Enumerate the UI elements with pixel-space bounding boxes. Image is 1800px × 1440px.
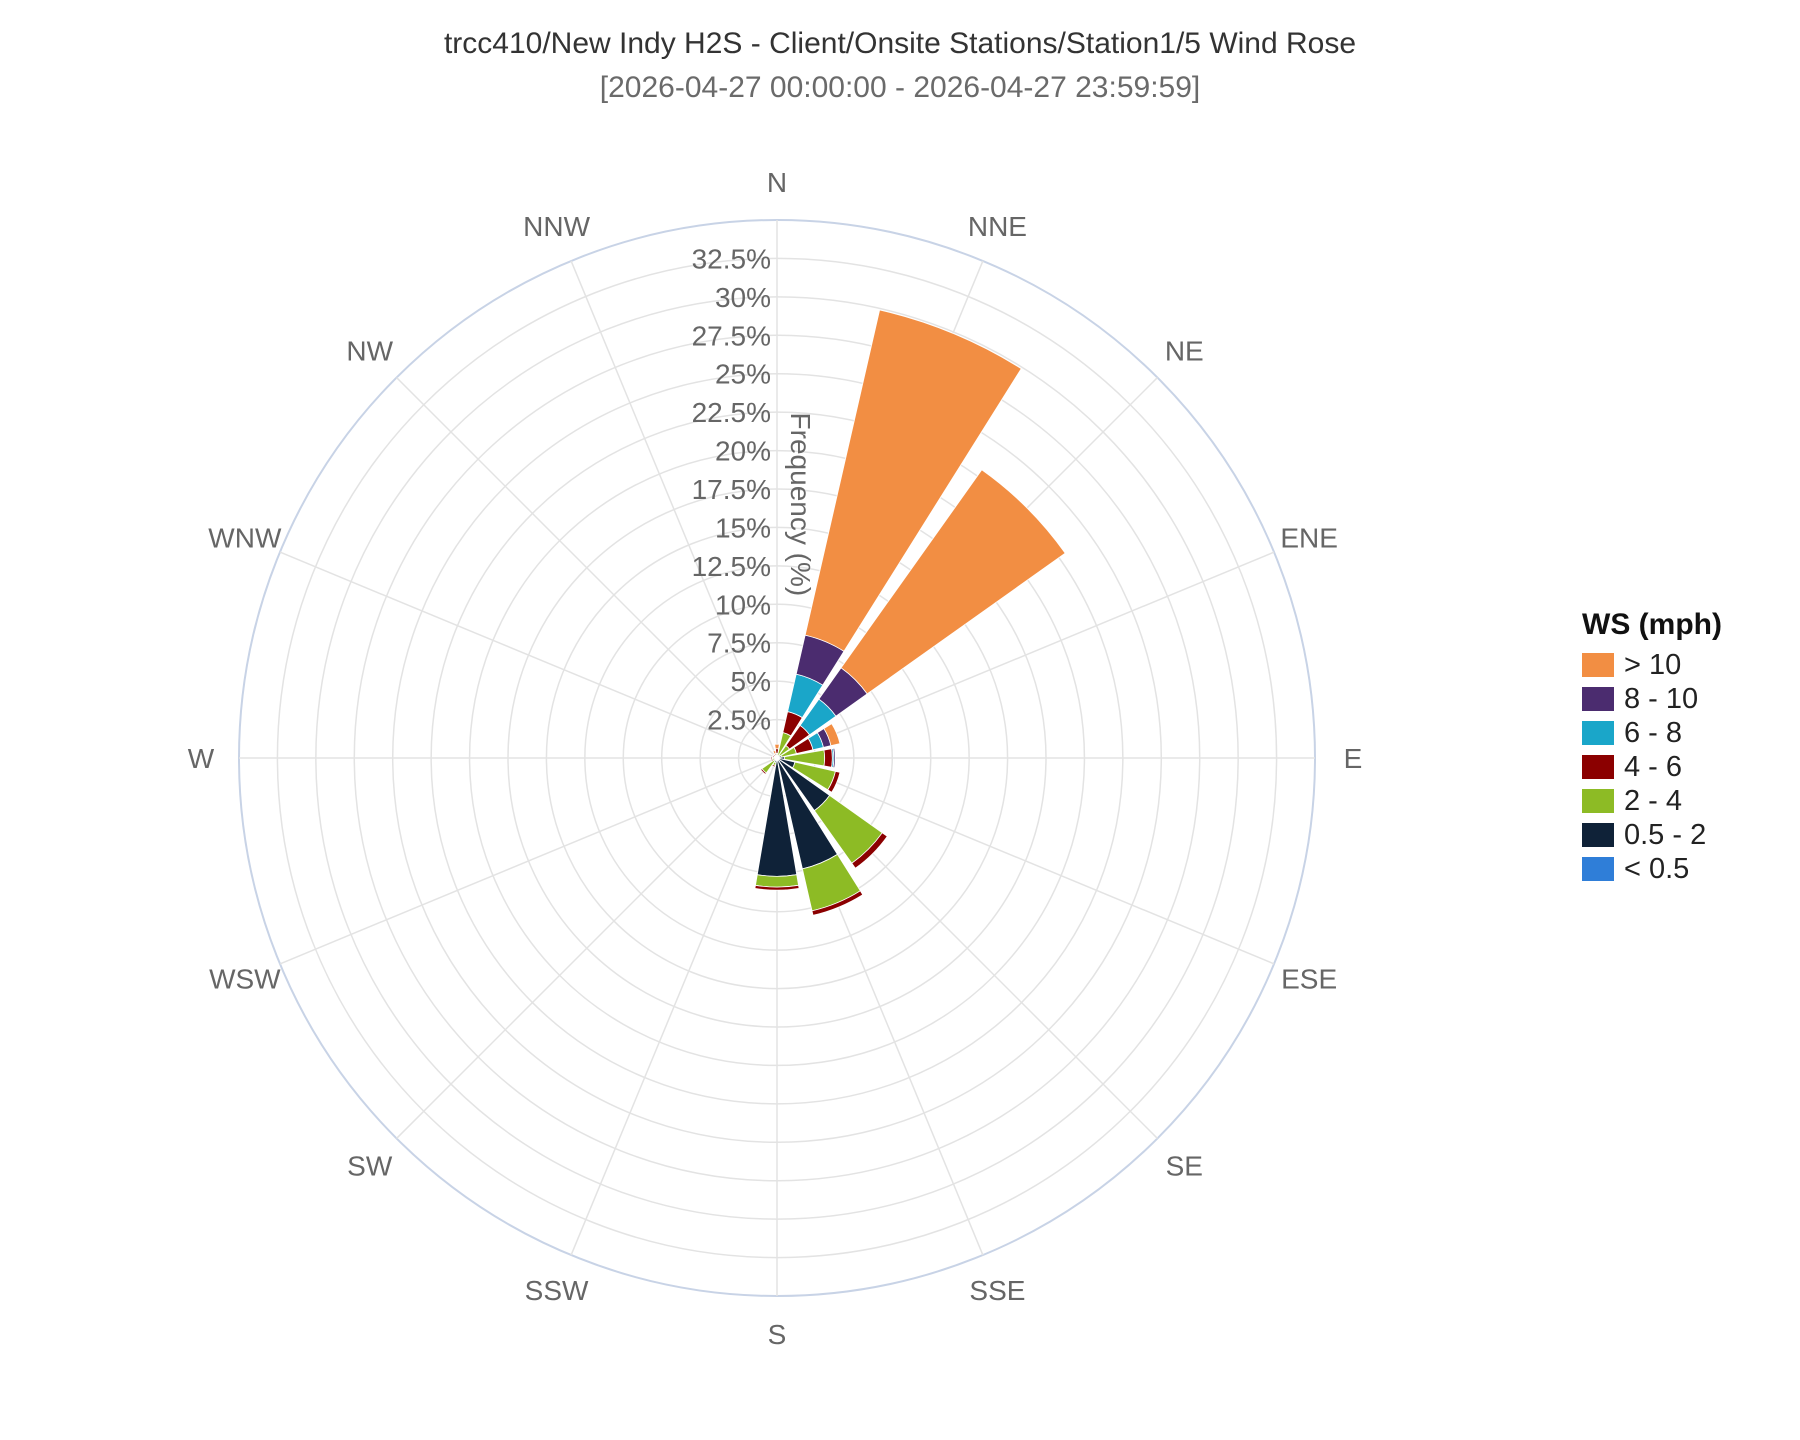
legend-item[interactable]: 0.5 - 2 <box>1582 818 1782 852</box>
grid-spoke <box>776 757 1275 965</box>
grid-spoke <box>279 551 778 759</box>
wind-rose-bars <box>754 309 1066 916</box>
legend-label: 8 - 10 <box>1624 682 1699 715</box>
legend-label: 0.5 - 2 <box>1624 818 1707 851</box>
legend-item[interactable]: 6 - 8 <box>1582 716 1782 750</box>
legend-swatch <box>1582 857 1614 881</box>
legend-title: WS (mph) <box>1582 608 1722 641</box>
wind-rose-wedge[interactable] <box>754 884 800 891</box>
wind-rose-wedge[interactable] <box>823 748 833 768</box>
wind-rose-wedge[interactable] <box>811 890 864 916</box>
direction-label: NNE <box>968 211 1027 242</box>
wind-rose-wedge[interactable] <box>840 469 1066 695</box>
direction-label: SSE <box>969 1275 1025 1306</box>
direction-label: ENE <box>1280 523 1338 554</box>
radial-tick-label: 32.5% <box>692 243 771 274</box>
legend-label: 2 - 4 <box>1624 784 1683 817</box>
radial-tick-label: 2.5% <box>707 705 771 736</box>
legend-swatch <box>1582 789 1614 813</box>
radial-tick-label: 10% <box>715 589 771 620</box>
radial-tick-label: 17.5% <box>692 474 771 505</box>
legend-item[interactable]: < 0.5 <box>1582 852 1782 886</box>
direction-label: WNW <box>208 523 282 554</box>
direction-label: ESE <box>1281 963 1337 994</box>
chart-title: trcc410/New Indy H2S - Client/Onsite Sta… <box>443 27 1357 60</box>
chart-title-block: trcc410/New Indy H2S - Client/Onsite Sta… <box>0 22 1800 110</box>
radial-tick-labels: 2.5% 5% 7.5% 10% 12.5% 15% 17.5% 20% 22.5% 25% 27.… <box>692 243 771 735</box>
legend-label: 4 - 6 <box>1624 750 1683 783</box>
direction-label: NW <box>346 336 393 367</box>
legend-swatch <box>1582 687 1614 711</box>
wind-rose-wedge[interactable] <box>827 770 841 793</box>
radial-tick-label: 22.5% <box>692 397 771 428</box>
radial-tick-label: 15% <box>715 512 771 543</box>
polar-grid <box>238 219 1316 1297</box>
legend-label: > 10 <box>1624 648 1682 681</box>
grid-spoke <box>396 377 778 759</box>
direction-label: S <box>768 1319 787 1350</box>
wind-rose-wedge[interactable] <box>755 874 799 888</box>
wind-rose-wedge[interactable] <box>851 832 888 869</box>
legend-swatch <box>1582 653 1614 677</box>
radial-tick-label: 20% <box>715 436 771 467</box>
wind-rose-wedge[interactable] <box>772 750 777 755</box>
grid-spoke <box>776 551 1275 759</box>
wind-rose-wedge[interactable] <box>804 309 1022 652</box>
direction-label: SSW <box>525 1275 589 1306</box>
wind-rose-wedge[interactable] <box>770 756 773 760</box>
legend-swatch <box>1582 755 1614 779</box>
legend-label: 6 - 8 <box>1624 716 1683 749</box>
direction-label: N <box>767 167 787 198</box>
direction-label: SW <box>347 1150 393 1181</box>
wind-rose-wedge[interactable] <box>832 747 836 769</box>
direction-label: W <box>188 743 215 774</box>
legend-items: > 10 8 - 10 6 - 8 4 - 6 2 - 4 0.5 - 2 < … <box>1582 648 1782 886</box>
radial-tick-label: 25% <box>715 359 771 390</box>
legend-item[interactable]: > 10 <box>1582 648 1782 682</box>
legend-item[interactable]: 2 - 4 <box>1582 784 1782 818</box>
grid-spoke <box>570 757 778 1256</box>
radial-tick-label: 5% <box>731 666 771 697</box>
grid-spoke <box>279 757 778 965</box>
direction-label: NNW <box>523 211 590 242</box>
direction-label: WSW <box>209 963 281 994</box>
radial-tick-label: 12.5% <box>692 551 771 582</box>
direction-label: SE <box>1166 1150 1203 1181</box>
grid-spoke <box>396 757 778 1139</box>
wind-rose-wedge[interactable] <box>760 768 767 775</box>
legend: WS (mph) > 10 8 - 10 6 - 8 4 - 6 2 - 4 0… <box>1582 608 1782 886</box>
radial-tick-label: 30% <box>715 282 771 313</box>
legend-item[interactable]: 4 - 6 <box>1582 750 1782 784</box>
direction-label: NE <box>1165 336 1204 367</box>
radial-axis-title: Frequency (%) <box>785 413 816 597</box>
grid-spoke <box>570 260 778 759</box>
legend-swatch <box>1582 721 1614 745</box>
wind-rose-wedge[interactable] <box>771 763 776 768</box>
legend-item[interactable]: 8 - 10 <box>1582 682 1782 716</box>
radial-tick-label: 7.5% <box>707 628 771 659</box>
legend-swatch <box>1582 823 1614 847</box>
chart-subtitle: [2026-04-27 00:00:00 - 2026-04-27 23:59:… <box>599 71 1201 104</box>
direction-labels: N NNE NE ENE E ESE SE SSE S SSW SW WSW W WNW NW NNW <box>188 167 1363 1350</box>
wind-rose-wedge[interactable] <box>823 723 841 747</box>
direction-label: E <box>1344 743 1363 774</box>
legend-label: < 0.5 <box>1624 852 1690 885</box>
radial-tick-label: 27.5% <box>692 320 771 351</box>
wind-rose-wedge[interactable] <box>774 743 780 750</box>
